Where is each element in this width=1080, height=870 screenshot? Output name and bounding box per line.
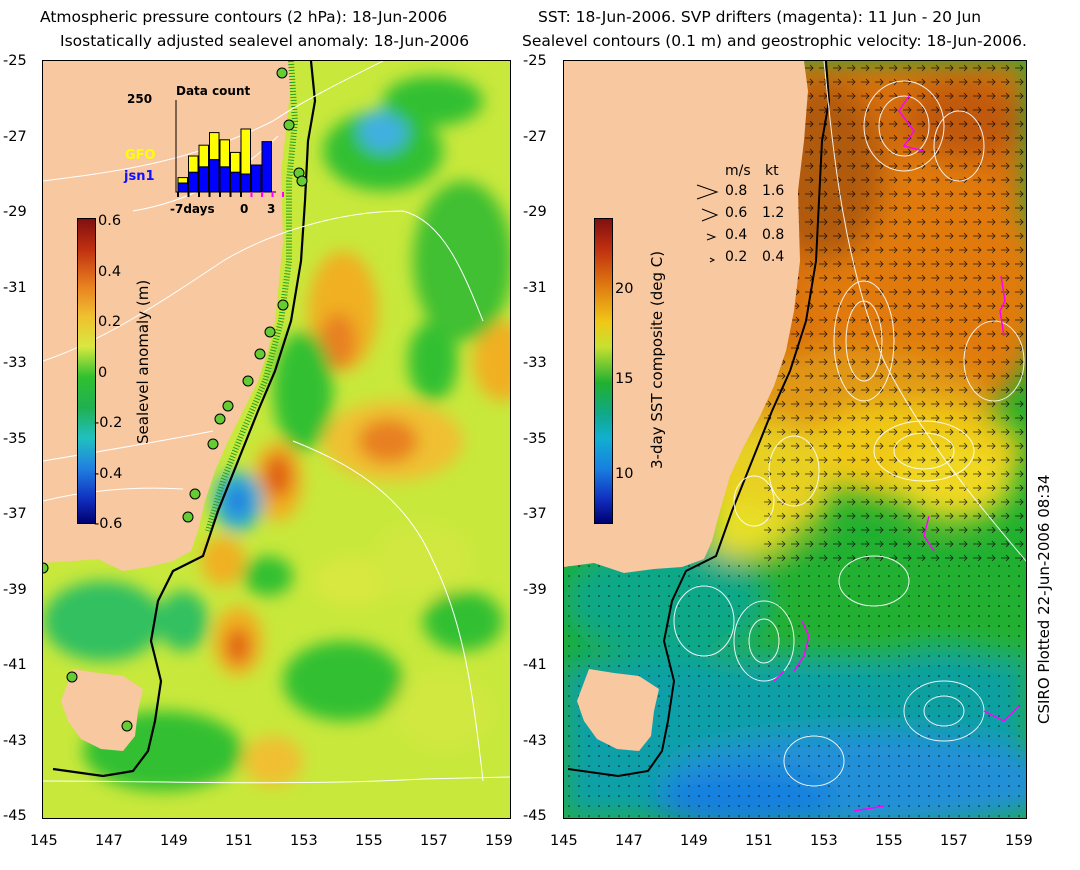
sealevel-anomaly-map [42,60,511,819]
sealevel-colorbar-tick: 0.4 [98,263,122,280]
left-lat-tick: -39 [3,581,27,598]
sealevel-colorbar-tick: 0.2 [98,314,122,330]
sst-map [563,60,1027,819]
left-title-line2: Isostatically adjusted sealevel anomaly:… [60,32,470,50]
velocity-legend-ms: 0.8 [725,183,748,199]
left-lon-tick: 155 [355,833,383,849]
right-lon-tick: 145 [550,833,578,849]
right-lat-tick: -43 [523,732,547,749]
right-title-line1: SST: 18-Jun-2006. SVP drifters (magenta)… [538,8,982,26]
right-lat-tick: -31 [523,279,547,296]
right-lon-tick: 155 [875,833,903,849]
left-lon-tick: 159 [485,833,513,849]
sst-colorbar-title: 3-day SST composite (deg C) [648,250,666,469]
left-lat-tick: -43 [3,732,27,749]
left-lat-tick: -35 [3,430,27,447]
right-lat-tick: -29 [523,204,547,220]
inset-x-left: -7days [170,202,215,216]
right-lat-tick: -37 [523,506,547,522]
data-count-histogram [175,100,284,197]
velocity-legend-ms: 0.4 [725,227,748,243]
sst-colorbar [594,218,613,524]
right-lat-tick: -35 [523,430,547,447]
velocity-legend-kt: 0.8 [762,227,785,243]
velocity-legend-kt: 1.2 [762,205,785,221]
left-lon-tick: 147 [95,833,123,849]
sst-colorbar-tick: 20 [615,281,634,297]
plot-stamp: CSIRO Plotted 22-Jun-2006 08:34 [1035,474,1053,724]
right-lon-tick: 159 [1005,833,1033,849]
left-lat-tick: -29 [3,204,27,220]
jsn1-bar [219,166,230,193]
right-lat-tick: -45 [523,808,547,824]
jsn1-bar [240,173,251,193]
jsn1-bar [230,171,241,193]
left-lat-tick: -37 [3,506,27,522]
left-lon-tick: 157 [420,833,448,849]
right-lon-tick: 157 [940,833,968,849]
sealevel-colorbar-tick: -0.2 [94,415,123,431]
right-lat-tick: -27 [523,128,547,145]
left-lat-tick: -41 [3,657,27,673]
left-lat-tick: -33 [3,355,27,371]
left-title-line1: Atmospheric pressure contours (2 hPa): 1… [40,8,448,26]
left-lon-tick: 151 [225,833,253,849]
sealevel-colorbar-tick: 0.6 [98,213,122,229]
left-lon-tick: 153 [290,833,318,849]
sst-colorbar-tick: 15 [615,371,634,387]
jsn1-bar [177,182,188,193]
jsn1-bar [188,171,199,193]
jsn1-bar [261,141,272,193]
sealevel-colorbar-tick: -0.4 [94,465,123,482]
left-lat-tick: -45 [3,808,27,824]
velocity-legend: m/s kt 0.8 1.6 0.6 1.2 0.4 0.8 0.2 0.4 [695,163,805,273]
sst-colorbar-tick: 10 [615,466,634,482]
right-lon-tick: 149 [680,833,708,849]
velocity-legend-header-kt: kt [765,163,779,179]
sealevel-colorbar-title: Sealevel anomaly (m) [134,279,152,444]
right-lat-tick: -39 [523,581,547,598]
left-lat-tick: -31 [3,279,27,296]
right-lon-tick: 147 [615,833,643,849]
right-lat-tick: -41 [523,657,547,673]
inset-title: Data count [176,84,251,98]
inset-x-zero: 0 [240,202,249,216]
left-lat-tick: -25 [3,53,27,69]
right-lat-tick: -33 [523,355,547,371]
sealevel-colorbar-tick: 0 [98,364,108,381]
inset-legend-gfo: GFO [125,148,156,163]
velocity-legend-header-ms: m/s [725,163,751,179]
right-title-line2: Sealevel contours (0.1 m) and geostrophi… [522,32,1027,50]
sealevel-colorbar [77,218,96,524]
inset-x-right: 3 [267,202,276,216]
inset-legend-jsn: jsn1 [124,169,155,184]
jsn1-bar [251,164,262,193]
right-lon-tick: 153 [810,833,838,849]
velocity-legend-kt: 1.6 [762,183,785,199]
velocity-legend-arrows [696,184,719,263]
jsn1-bar [198,166,209,193]
inset-ymax: 250 [127,92,153,106]
right-lat-tick: -25 [523,53,547,69]
left-lon-tick: 149 [160,833,188,849]
sealevel-colorbar-tick: -0.6 [94,516,123,532]
data-count-inset: Data count 250 GFO jsn1 -7days 0 3 [124,84,284,224]
left-lat-tick: -27 [3,128,27,145]
left-lon-tick: 145 [30,833,58,849]
velocity-legend-kt: 0.4 [762,249,785,265]
jsn1-bar [209,159,220,193]
velocity-legend-ms: 0.2 [725,249,748,265]
velocity-legend-ms: 0.6 [725,205,748,221]
right-lon-tick: 151 [745,833,773,849]
